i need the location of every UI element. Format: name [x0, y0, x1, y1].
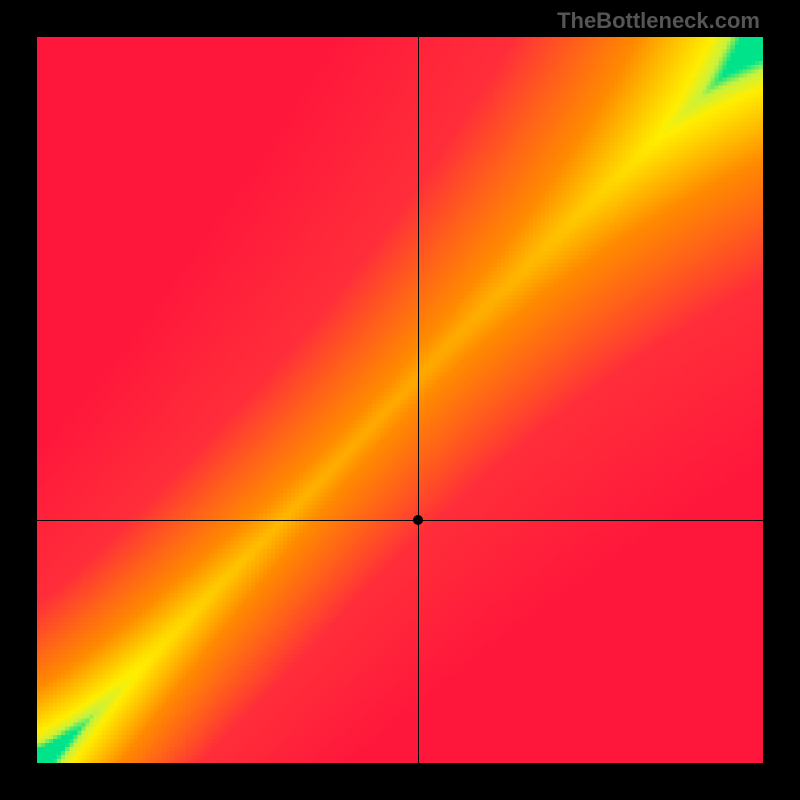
crosshair-horizontal — [37, 520, 763, 521]
heatmap-canvas — [37, 37, 763, 763]
crosshair-vertical — [418, 37, 419, 763]
data-point-marker — [413, 515, 423, 525]
chart-frame: { "canvas": { "width": 800, "height": 80… — [0, 0, 800, 800]
watermark-text: TheBottleneck.com — [557, 8, 760, 34]
heatmap-area — [37, 37, 763, 763]
